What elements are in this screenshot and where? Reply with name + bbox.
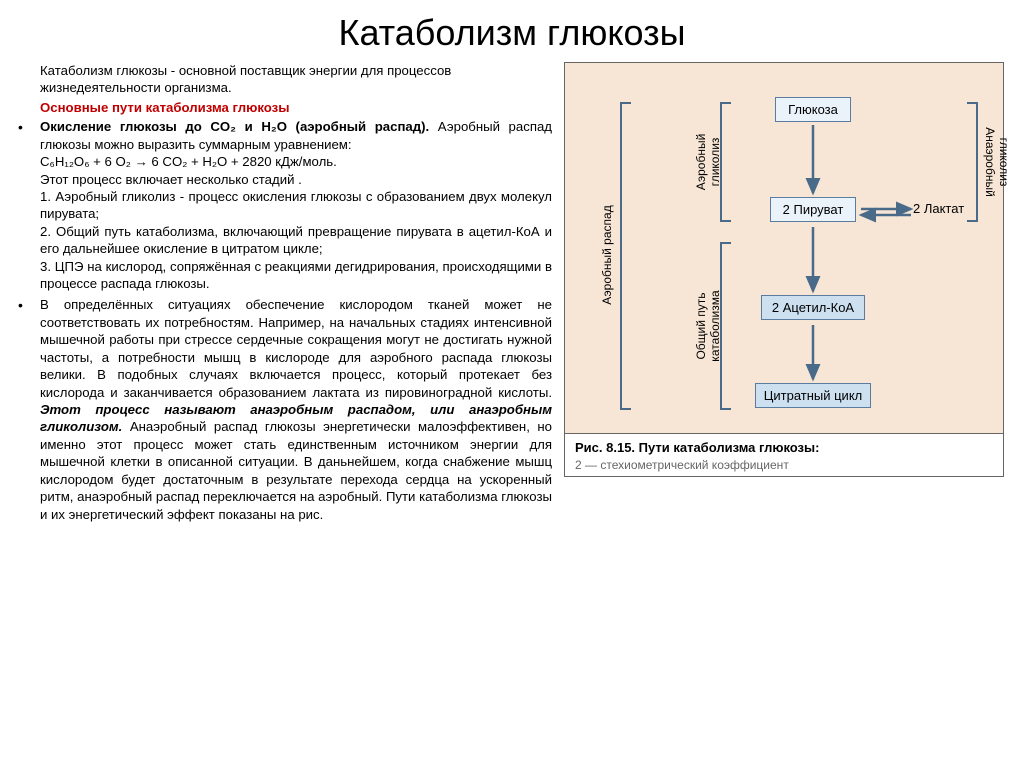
label-aerobic-glycolysis-1: Аэробный: [694, 112, 708, 212]
bullet-1-lead: Окисление глюкозы до CO₂ и H₂O (аэробный…: [40, 119, 429, 134]
figure-canvas: Глюкоза 2 Пируват 2 Лактат 2 Ацетил-КоА …: [565, 63, 1003, 433]
label-anaerobic-1: Анаэробный: [983, 107, 997, 217]
content-row: Катаболизм глюкозы - основной поставщик …: [0, 62, 1024, 527]
bullet-2-p1b: Анаэробный распад глюкозы энергетически …: [40, 419, 552, 521]
section-heading: Основные пути катаболизма глюкозы: [12, 99, 552, 116]
figure-caption-title: Рис. 8.15. Пути катаболизма глюкозы:: [575, 440, 993, 455]
bullet-1-p3: 1. Аэробный гликолиз - процесс окисления…: [40, 188, 552, 223]
label-aerobic-breakdown: Аэробный распад: [600, 195, 614, 315]
bullet-1-p4: 2. Общий путь катаболизма, включающий пр…: [40, 223, 552, 258]
figure-column: Глюкоза 2 Пируват 2 Лактат 2 Ацетил-КоА …: [564, 62, 1004, 527]
figure-caption: Рис. 8.15. Пути катаболизма глюкозы: 2 —…: [565, 433, 1003, 476]
text-column: Катаболизм глюкозы - основной поставщик …: [12, 62, 552, 527]
node-lactate: 2 Лактат: [913, 201, 964, 216]
label-common-path-1: Общий путь: [694, 276, 708, 376]
node-pyruvate: 2 Пируват: [770, 197, 856, 222]
bullet-2-p1a: В определённых ситуациях обеспечение кис…: [40, 297, 552, 399]
bullet-1-p5: 3. ЦПЭ на кислород, сопряжённая с реакци…: [40, 258, 552, 293]
node-glucose: Глюкоза: [775, 97, 851, 122]
node-acetyl: 2 Ацетил-КоА: [761, 295, 865, 320]
label-common-path-2: катаболизма: [708, 276, 722, 376]
label-anaerobic-2: гликолиз: [997, 107, 1011, 217]
label-aerobic-glycolysis-2: гликолиз: [708, 112, 722, 212]
node-citrate: Цитратный цикл: [755, 383, 871, 408]
bullet-2: В определённых ситуациях обеспечение кис…: [12, 296, 552, 522]
bullet-1-formula: C₆H₁₂O₆ + 6 O₂ → 6 CO₂ + H₂O + 2820 кДж/…: [40, 153, 552, 170]
bullet-1-p2: Этот процесс включает несколько стадий .: [40, 171, 552, 188]
figure-panel: Глюкоза 2 Пируват 2 Лактат 2 Ацетил-КоА …: [564, 62, 1004, 477]
intro-text: Катаболизм глюкозы - основной поставщик …: [12, 62, 552, 97]
page-title: Катаболизм глюкозы: [0, 0, 1024, 62]
figure-caption-sub: 2 — стехиометрический коэффициент: [575, 458, 993, 472]
bullet-1: Окисление глюкозы до CO₂ и H₂O (аэробный…: [12, 118, 552, 292]
